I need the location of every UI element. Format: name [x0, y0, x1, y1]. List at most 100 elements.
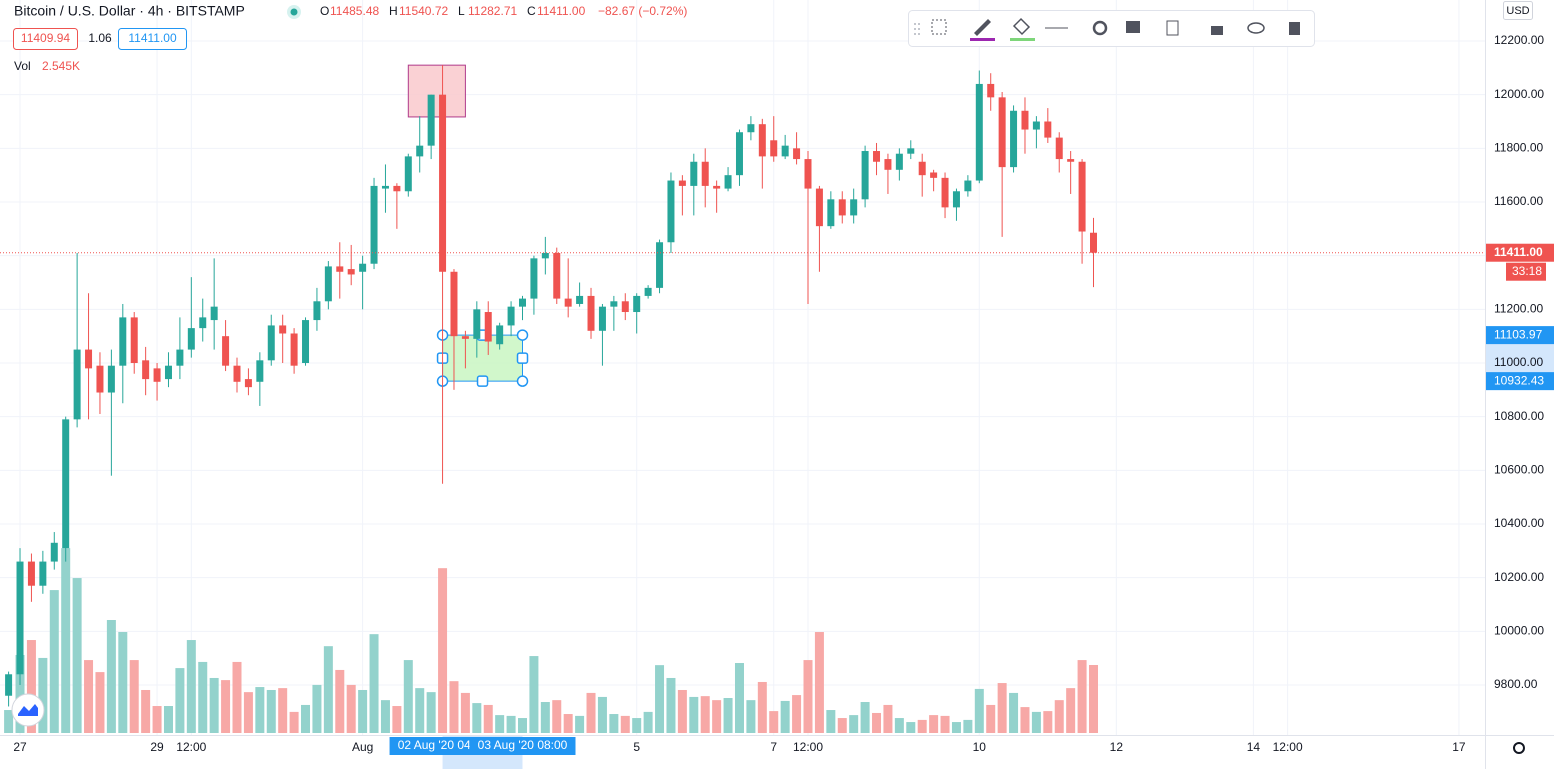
volume-pane	[4, 548, 1098, 733]
currency-box[interactable]	[1503, 1, 1533, 20]
clone-icon[interactable]	[1166, 20, 1179, 36]
volume-bar	[346, 684, 356, 733]
axis-settings-icon[interactable]	[1513, 742, 1525, 754]
candle-body	[793, 148, 801, 160]
volume-bar	[426, 692, 436, 733]
candle-body	[50, 542, 58, 562]
ohlc-letter: L	[458, 4, 465, 18]
volume-bar	[655, 665, 665, 733]
candle-body	[176, 349, 184, 366]
volume-bar	[540, 702, 550, 733]
volume-bar	[883, 704, 893, 733]
volume-bar	[860, 702, 870, 733]
candle-body	[564, 298, 572, 307]
volume-bar	[951, 722, 961, 733]
volume-bar	[141, 689, 151, 733]
spread: 1.06	[88, 31, 112, 45]
candle-body	[827, 199, 835, 227]
volume-bar	[529, 656, 539, 733]
candle-body	[279, 325, 287, 334]
last-price-label: 11411.00	[1494, 245, 1543, 259]
candle-body	[758, 124, 766, 157]
resize-handle	[476, 375, 489, 387]
volume-bar	[563, 714, 573, 733]
bid-box[interactable]	[13, 28, 78, 50]
y-tick-label: 12200.00	[1494, 33, 1544, 47]
candle-body	[187, 328, 195, 350]
ask: 11411.00	[128, 31, 177, 45]
candle-body	[724, 175, 732, 189]
volume-bar	[929, 715, 939, 733]
candle-body	[347, 269, 355, 275]
volume-bar	[1089, 665, 1098, 733]
resize-handle	[516, 352, 529, 364]
volume-bar	[666, 677, 676, 733]
candle-body	[656, 242, 664, 288]
volume-bar	[974, 688, 984, 733]
resize-handle[interactable]	[516, 329, 529, 341]
candle-body	[952, 191, 960, 208]
selection-time-box	[469, 737, 576, 755]
volume-bar	[552, 700, 562, 733]
volume-bar	[700, 696, 710, 733]
volume-bar	[872, 712, 882, 733]
template-icon[interactable]	[931, 19, 947, 35]
candle-body	[735, 132, 743, 176]
volume-bar	[1066, 688, 1076, 733]
currency: USD	[1506, 5, 1529, 17]
candle-body	[610, 301, 618, 307]
volume-bar	[61, 548, 71, 733]
candle-body	[633, 295, 641, 313]
volume-bar	[243, 692, 253, 733]
candle-body	[484, 312, 492, 342]
volume-bar	[152, 706, 162, 733]
y-tick-label: 11000.00	[1494, 355, 1543, 369]
candle-body	[130, 317, 138, 364]
candle-body	[941, 177, 949, 208]
candle-body	[667, 180, 675, 243]
drag-handle[interactable]	[914, 23, 920, 35]
candle-body	[598, 306, 606, 331]
lock-icon[interactable]	[1211, 26, 1223, 35]
ohlc-letter: H	[389, 4, 398, 18]
volume-bar	[837, 718, 847, 733]
y-tick-label: 9800.00	[1494, 677, 1538, 691]
hide-icon[interactable]	[1247, 22, 1265, 34]
visual-order-icon[interactable]	[1126, 21, 1140, 33]
ohlc-value: 11411.00	[537, 4, 586, 18]
ohlc-letter: C	[527, 4, 536, 18]
candle-body	[1021, 110, 1029, 130]
candle-body	[96, 365, 104, 393]
line-color-icon[interactable]	[974, 19, 991, 36]
selection-price-box	[1486, 372, 1554, 391]
delete-icon[interactable]	[1289, 22, 1300, 35]
settings-icon[interactable]	[1092, 20, 1108, 36]
candle-body	[256, 360, 264, 382]
candle-body	[964, 180, 972, 192]
volume-bar	[1031, 711, 1041, 733]
volume-bar	[963, 719, 973, 733]
fill-color-icon[interactable]	[1012, 17, 1031, 36]
volume-value: 2.545K	[42, 59, 80, 73]
candle-body	[439, 94, 447, 272]
x-tick-label: 27	[13, 740, 27, 754]
volume-bar	[335, 669, 345, 733]
header: Bitcoin / U.S. Dollar · 4h · BITSTAMP 11…	[13, 1, 1533, 73]
volume-bar	[449, 681, 459, 733]
candle-body	[244, 379, 252, 388]
volume-bar	[255, 687, 265, 733]
resize-handle[interactable]	[516, 375, 529, 387]
selection-price-box	[1486, 326, 1554, 345]
volume-bar	[849, 715, 859, 733]
candle-body	[119, 317, 127, 366]
candle-body	[1067, 159, 1075, 162]
candle-body	[496, 325, 504, 345]
ask-box[interactable]	[118, 28, 187, 50]
volume-bar	[803, 660, 813, 733]
candle-body	[404, 156, 412, 192]
candle-body	[690, 161, 698, 186]
volume-bar	[826, 710, 836, 733]
candle-body	[427, 94, 435, 146]
